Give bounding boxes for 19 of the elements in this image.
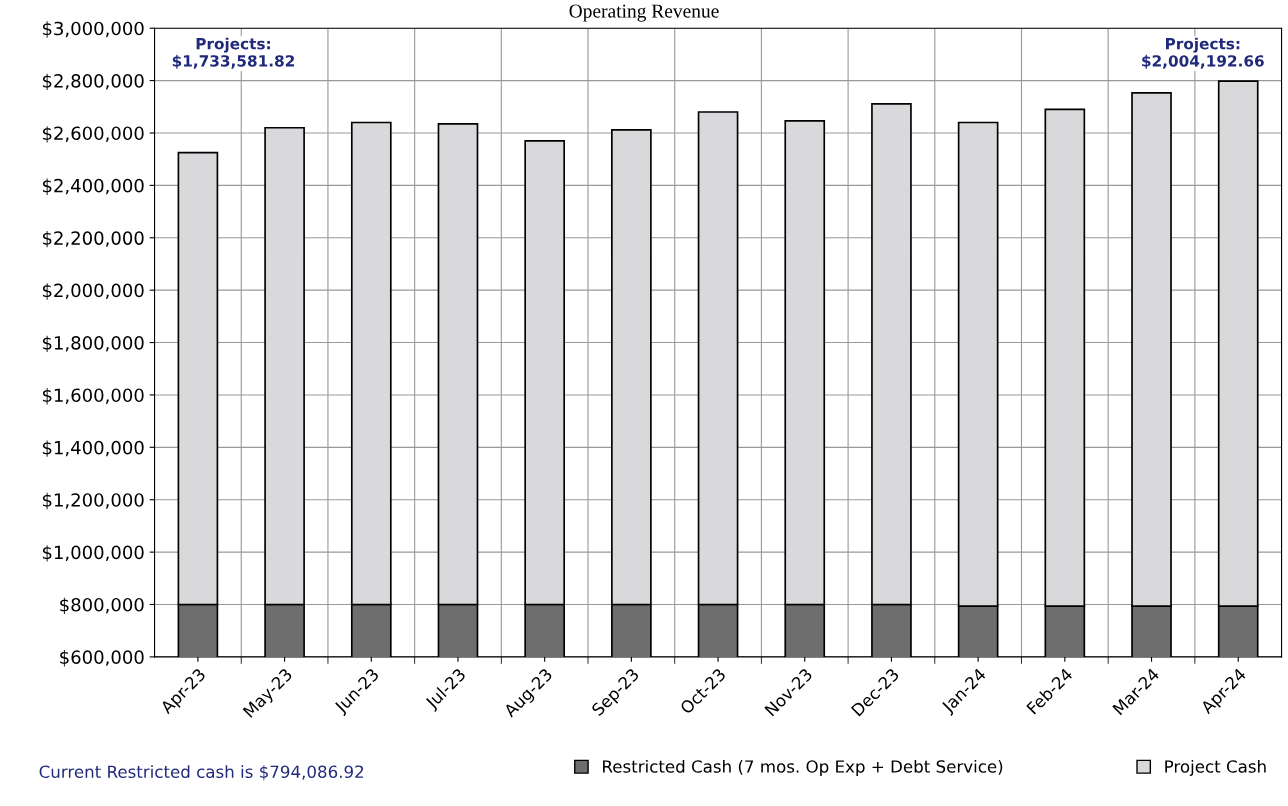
- annotation: Projects: $1,733,581.82: [172, 37, 294, 69]
- y-tick-label: $600,000: [60, 650, 144, 667]
- legend-label: Project Cash: [1165, 759, 1266, 777]
- text: Current Restricted cash is $794,086.92: [39, 765, 364, 781]
- legend-label: Restricted Cash (7 mos. Op Exp + Debt Service): [603, 759, 1003, 777]
- y-tick-label: $1,000,000: [42, 545, 144, 562]
- y-tick-label: $1,800,000: [42, 335, 144, 353]
- y-tick-label: $1,200,000: [42, 492, 144, 510]
- y-tick-label: $2,600,000: [42, 126, 144, 143]
- y-tick-label: $2,800,000: [42, 73, 144, 91]
- y-tick-label: $2,200,000: [42, 230, 144, 248]
- y-tick-label: $2,400,000: [42, 178, 144, 195]
- y-tick-label: $800,000: [60, 597, 144, 615]
- y-tick-label: $1,600,000: [42, 388, 144, 405]
- y-tick-label: $1,400,000: [42, 440, 144, 457]
- y-tick-label: $2,000,000: [42, 283, 144, 300]
- annotation: Projects: $2,004,192.66: [1142, 37, 1264, 69]
- chart-title: Operating Revenue: [569, 4, 719, 22]
- y-tick-label: $3,000,000: [42, 21, 144, 38]
